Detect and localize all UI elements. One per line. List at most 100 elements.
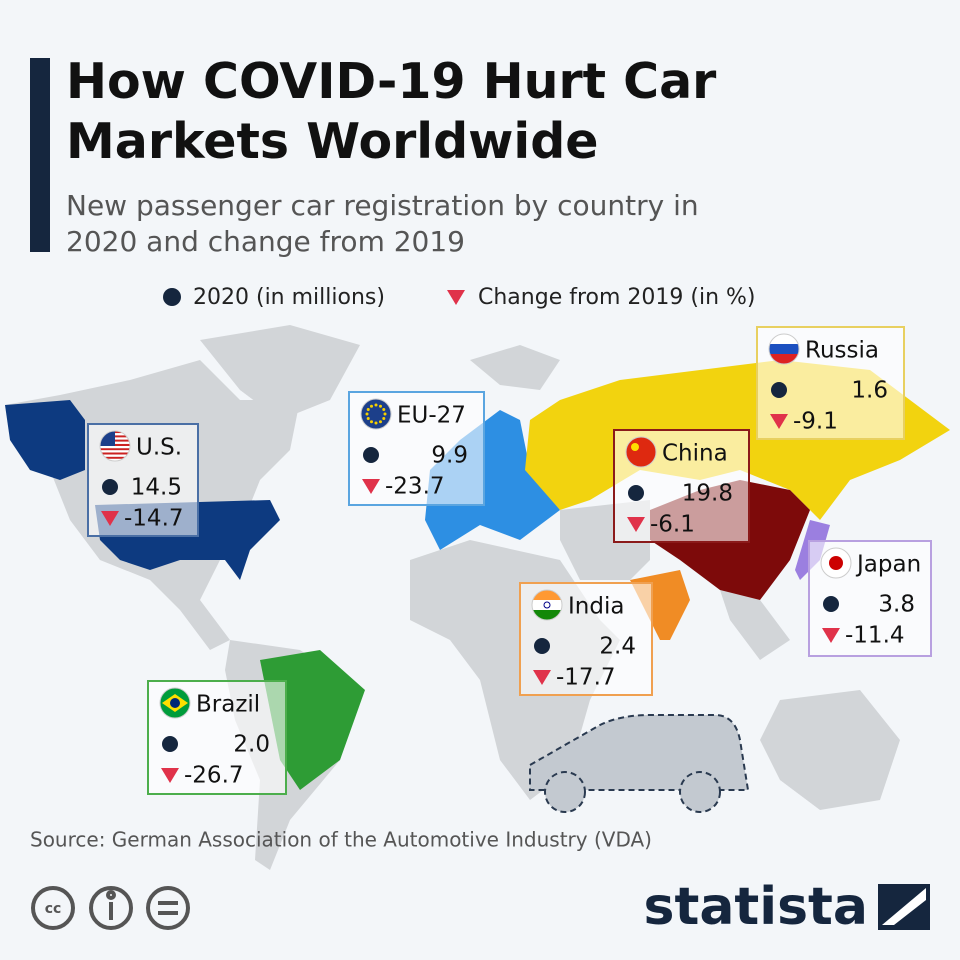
change-value: -6.1 xyxy=(650,512,695,538)
flag-outline xyxy=(159,687,191,719)
country-name: EU-27 xyxy=(397,403,466,429)
registration-value: 19.8 xyxy=(682,481,733,507)
change-triangle xyxy=(101,511,119,526)
flag-body xyxy=(100,431,130,461)
flag-part xyxy=(769,334,799,344)
flag-part xyxy=(100,456,130,459)
title: How COVID-19 Hurt Car Markets Worldwide xyxy=(66,53,717,170)
change-value: -23.7 xyxy=(385,474,445,500)
title-bar xyxy=(30,58,50,252)
flag-part xyxy=(100,454,130,457)
registration-dot xyxy=(162,736,178,752)
country-name: China xyxy=(662,441,728,467)
legend-triangle xyxy=(447,290,465,305)
flag-star xyxy=(379,420,382,424)
flag-body xyxy=(160,688,190,718)
svg-text:cc: cc xyxy=(45,901,62,917)
flag-body xyxy=(769,334,799,364)
flag xyxy=(531,589,563,621)
country-name: India xyxy=(568,594,624,620)
flag-outline xyxy=(768,333,800,365)
flag-star xyxy=(366,417,370,420)
legend-dot xyxy=(163,288,181,306)
flag xyxy=(159,687,191,719)
car-icon xyxy=(529,714,750,791)
flag-star xyxy=(379,404,382,408)
change-triangle xyxy=(822,628,840,643)
change-value: -17.7 xyxy=(556,665,616,691)
flag-star xyxy=(631,443,639,451)
flag xyxy=(625,436,657,468)
registration-value: 2.0 xyxy=(233,732,270,758)
change-triangle xyxy=(362,479,380,494)
change-triangle xyxy=(770,414,788,429)
car-wheel xyxy=(544,771,586,813)
flag-part xyxy=(100,450,130,453)
flag-star xyxy=(374,421,378,425)
registration-dot xyxy=(102,479,118,495)
change-triangle xyxy=(627,517,645,532)
flag-star xyxy=(383,412,387,416)
flag-part xyxy=(626,437,656,467)
flag-wheel xyxy=(543,601,551,609)
flag-body xyxy=(361,399,391,429)
country-name: Japan xyxy=(855,552,921,578)
flag-part xyxy=(532,610,562,620)
flag xyxy=(99,430,131,462)
change-value: -14.7 xyxy=(124,506,184,532)
registration-dot xyxy=(534,638,550,654)
registration-value: 3.8 xyxy=(878,592,915,618)
flag-outline xyxy=(531,589,563,621)
flag-part xyxy=(769,354,799,364)
flag-star xyxy=(370,404,373,408)
country-name: U.S. xyxy=(136,435,182,461)
registration-value: 2.4 xyxy=(599,634,636,660)
flag-body xyxy=(626,437,656,467)
legend-label: 2020 (in millions) xyxy=(193,285,385,310)
flag-globe xyxy=(170,698,180,708)
legend-label: Change from 2019 (in %) xyxy=(478,285,756,310)
flag-body xyxy=(532,590,562,620)
flag-part xyxy=(532,590,562,600)
change-value: -9.1 xyxy=(793,409,838,435)
license-icons: cc xyxy=(31,886,190,930)
flag-star xyxy=(366,408,370,411)
flag-star xyxy=(365,412,369,416)
country-name: Brazil xyxy=(196,692,260,718)
flag-outline xyxy=(820,547,852,579)
flag xyxy=(360,398,392,430)
flag xyxy=(820,547,852,579)
flag-outline xyxy=(99,430,131,462)
flag-part xyxy=(532,600,562,610)
registration-dot xyxy=(771,382,787,398)
brand: statista xyxy=(644,877,868,937)
flag-sun xyxy=(829,556,843,570)
change-triangle xyxy=(533,670,551,685)
change-value: -26.7 xyxy=(184,763,244,789)
flag xyxy=(768,333,800,365)
flag-star xyxy=(382,408,386,411)
change-triangle xyxy=(161,768,179,783)
registration-dot xyxy=(363,447,379,463)
flag-part xyxy=(100,448,130,451)
alaska-shape xyxy=(5,400,85,480)
brand-logo xyxy=(878,884,930,930)
registration-value: 9.9 xyxy=(431,443,468,469)
source: Source: German Association of the Automo… xyxy=(30,828,652,852)
registration-value: 1.6 xyxy=(851,378,888,404)
registration-value: 14.5 xyxy=(131,475,182,501)
flag-outline xyxy=(625,436,657,468)
flag-part xyxy=(769,344,799,354)
registration-dot xyxy=(628,485,644,501)
flag-star xyxy=(374,403,378,407)
country-name: Russia xyxy=(805,338,879,364)
flag-part xyxy=(100,458,130,461)
flag-star xyxy=(370,420,373,424)
change-value: -11.4 xyxy=(845,623,905,649)
flag-part xyxy=(100,452,130,455)
subtitle: New passenger car registration by countr… xyxy=(66,189,699,258)
registration-dot xyxy=(823,596,839,612)
flag-outline xyxy=(360,398,392,430)
